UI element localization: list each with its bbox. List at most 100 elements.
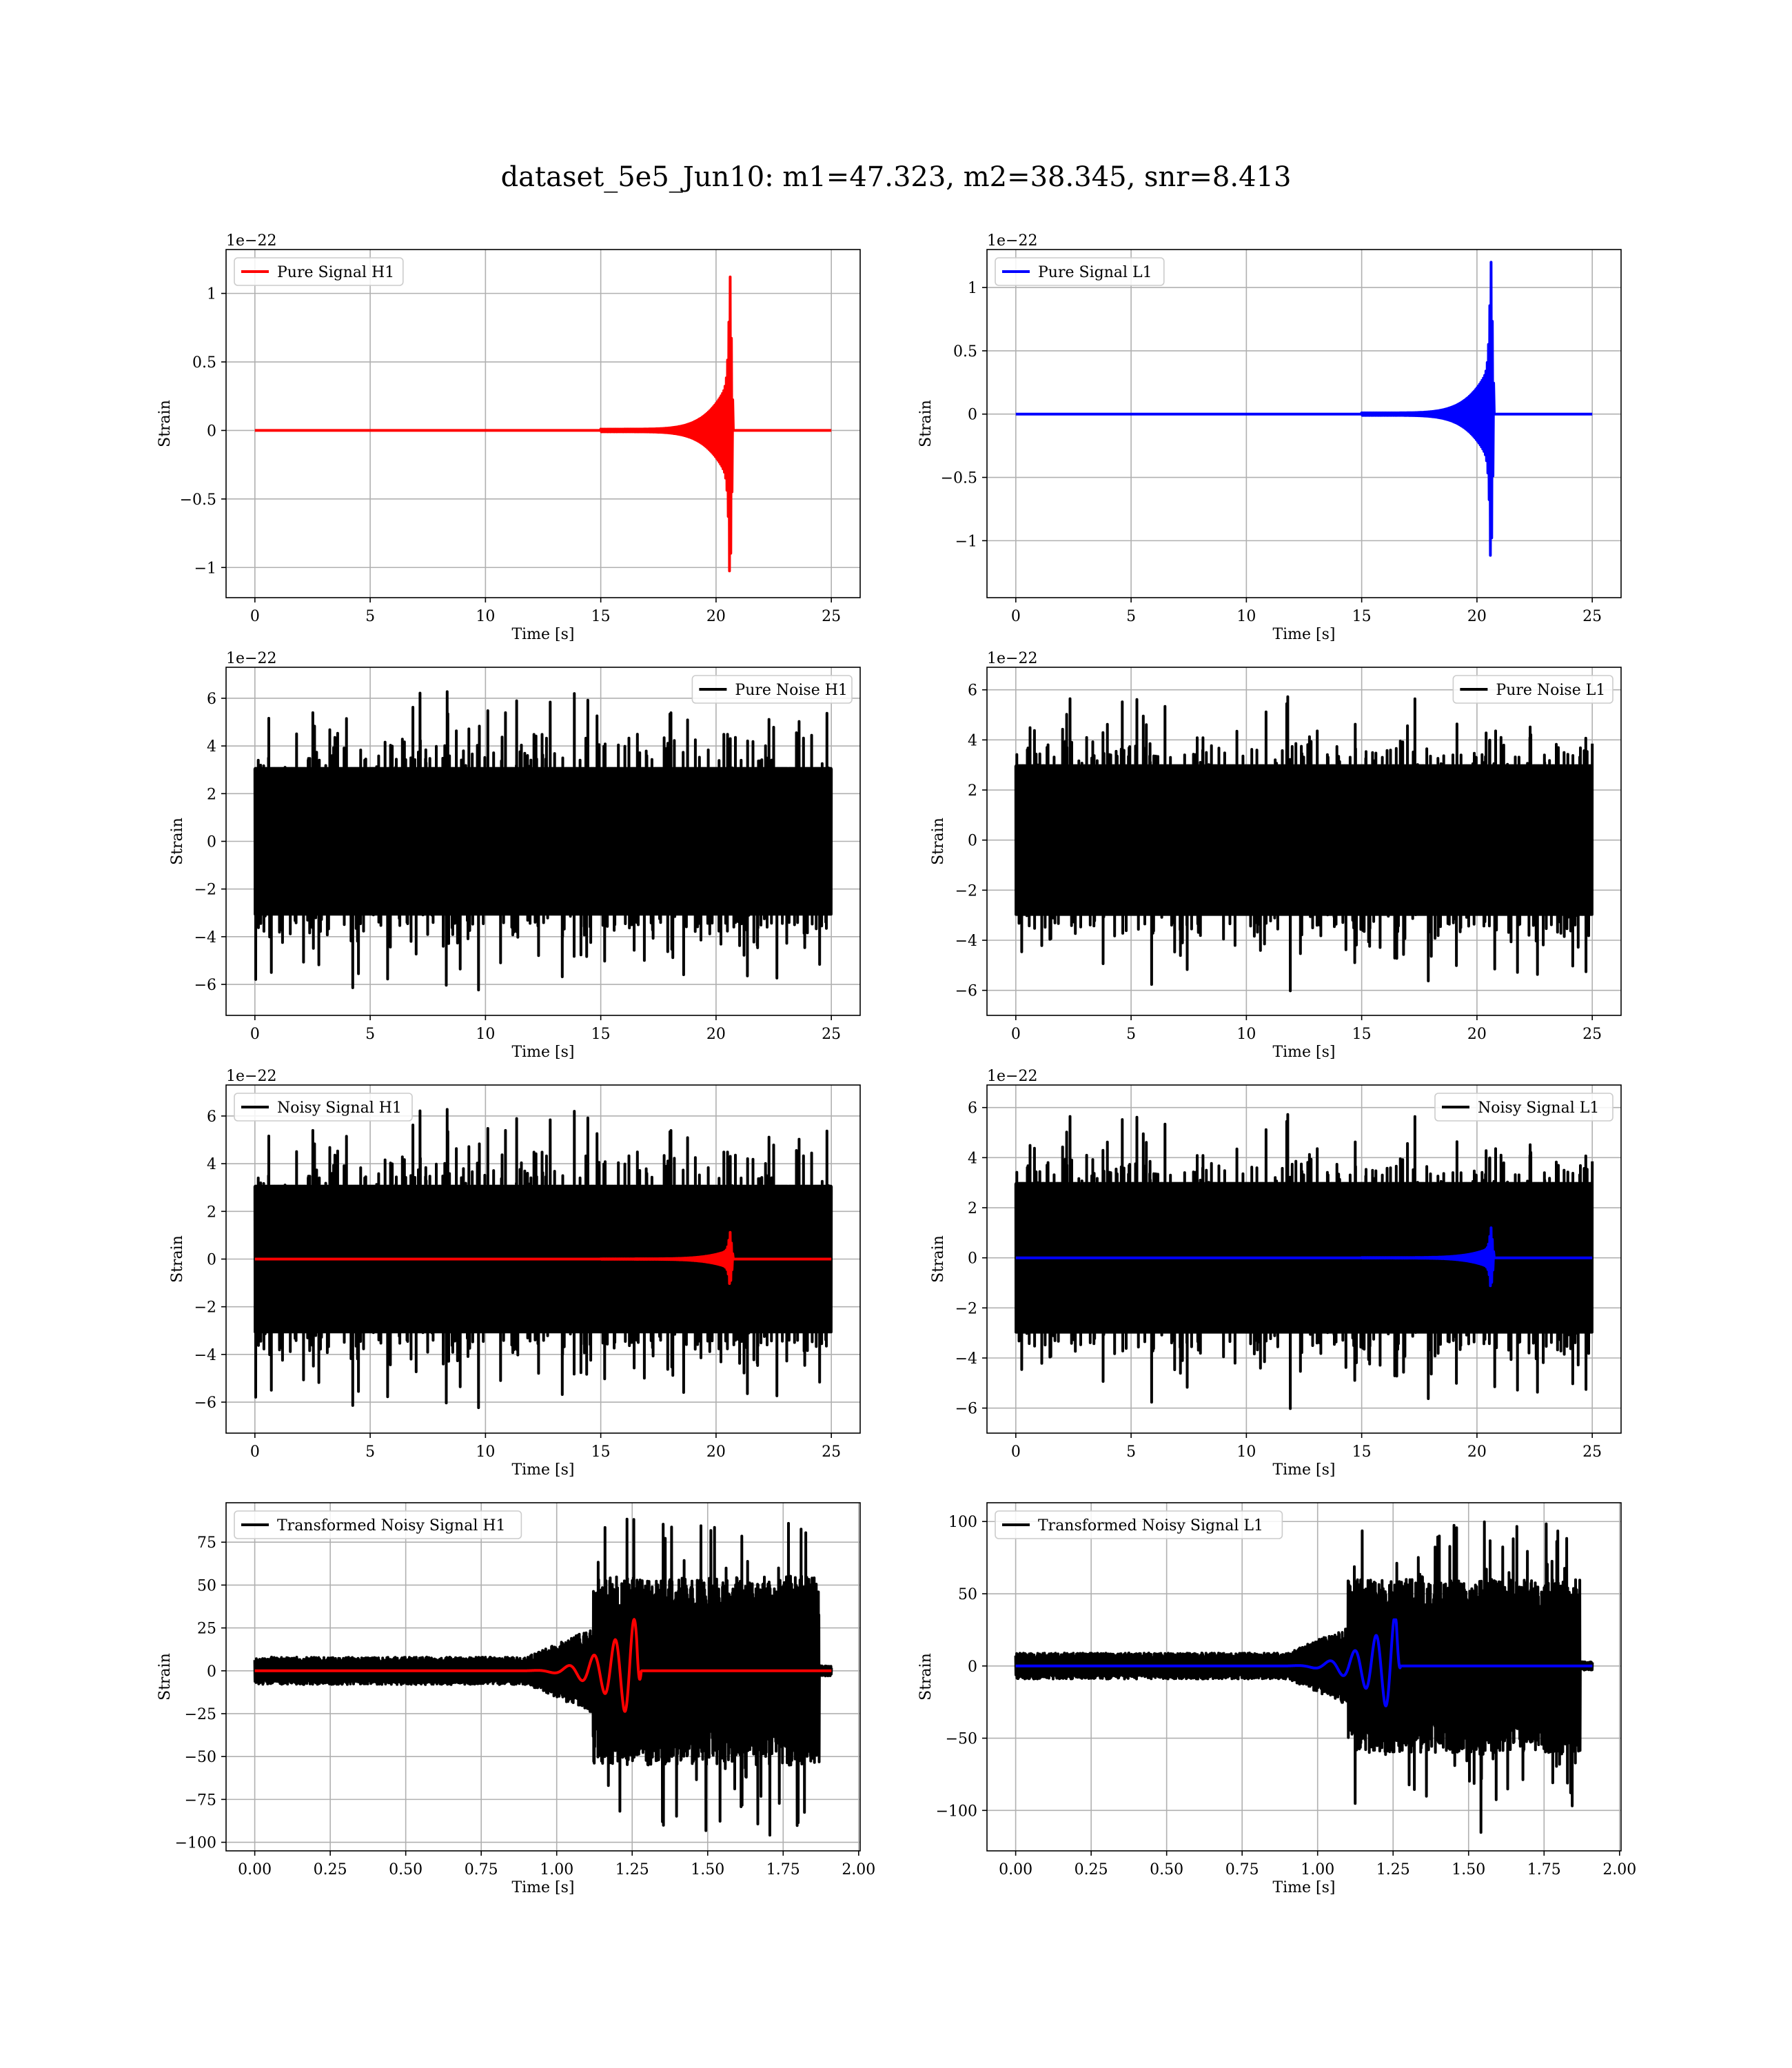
axes-frame bbox=[225, 1502, 861, 1852]
x-tick-label: 10 bbox=[476, 608, 495, 625]
legend-box bbox=[995, 257, 1165, 286]
x-tick-label: 10 bbox=[1236, 1443, 1256, 1461]
y-tick-label: −6 bbox=[194, 1395, 216, 1412]
x-tick-label: 0.75 bbox=[1225, 1861, 1259, 1878]
y-tick-label: −1 bbox=[955, 533, 977, 550]
y-tick-label: 4 bbox=[968, 732, 977, 749]
y-tick-label: −75 bbox=[185, 1792, 216, 1809]
x-tick-label: 15 bbox=[591, 608, 611, 625]
x-tick-label: 5 bbox=[365, 1443, 375, 1461]
x-tick-label: 25 bbox=[822, 1443, 841, 1461]
x-axis-label: Time [s] bbox=[1272, 1879, 1335, 1896]
y-tick-label: −1 bbox=[194, 560, 216, 577]
y-tick-label: −4 bbox=[194, 1347, 216, 1364]
x-tick-label: 0.25 bbox=[1075, 1861, 1108, 1878]
series-line-pure-noise-h1 bbox=[253, 690, 833, 992]
legend-box bbox=[234, 257, 404, 286]
x-tick-label: 0.50 bbox=[1150, 1861, 1183, 1878]
y-tick-label: 6 bbox=[968, 1100, 977, 1117]
x-tick-label: 20 bbox=[1467, 608, 1487, 625]
y-axis-label: Strain bbox=[930, 818, 947, 865]
y-tick-label: 0 bbox=[968, 833, 977, 850]
x-tick-label: 0 bbox=[1011, 1026, 1021, 1043]
axis-offset-text: 1e−22 bbox=[226, 650, 276, 667]
x-tick-label: 15 bbox=[1352, 1026, 1372, 1043]
axis-offset-text: 1e−22 bbox=[987, 650, 1037, 667]
subplot-pure-noise-l1: 0 5 10 15 20 25 −6 −4 −2 0 2 4 6 Time [s] Strain 1e−22 P… bbox=[930, 650, 1622, 1061]
x-axis-label: Time [s] bbox=[511, 1879, 574, 1896]
plot-area bbox=[1014, 1113, 1594, 1410]
x-axis-label: Time [s] bbox=[511, 626, 574, 643]
y-tick-label: 0 bbox=[207, 1252, 216, 1269]
x-axis-label: Time [s] bbox=[1272, 1461, 1335, 1479]
x-tick-label: 20 bbox=[1467, 1026, 1487, 1043]
x-tick-label: 2.00 bbox=[1602, 1861, 1636, 1878]
y-tick-label: −2 bbox=[955, 882, 977, 900]
y-tick-label: −50 bbox=[185, 1749, 216, 1766]
y-tick-label: −2 bbox=[955, 1300, 977, 1317]
legend: Noisy Signal H1 bbox=[234, 1093, 413, 1122]
legend: Pure Noise L1 bbox=[1452, 675, 1613, 704]
y-tick-label: 75 bbox=[197, 1534, 216, 1552]
y-tick-label: 50 bbox=[958, 1586, 977, 1603]
series-line-transformed-noisy-signal-h1-overlay-1 bbox=[254, 1618, 833, 1713]
y-tick-label: 2 bbox=[207, 786, 216, 803]
y-tick-label: 2 bbox=[207, 1204, 216, 1221]
y-axis-label: Strain bbox=[930, 1235, 947, 1283]
y-axis-label: Strain bbox=[917, 400, 935, 447]
legend-box bbox=[234, 1093, 413, 1122]
legend-label: Transformed Noisy Signal L1 bbox=[1038, 1517, 1263, 1534]
y-tick-label: −6 bbox=[955, 1401, 977, 1418]
subplot-pure-signal-h1: 0 5 10 15 20 25 −1 −0.5 0 0.5 1 Time [s] Strain 1e−22… bbox=[156, 232, 861, 643]
y-axis-label: Strain bbox=[156, 1653, 174, 1701]
legend: Noisy Signal L1 bbox=[1434, 1093, 1613, 1122]
plot-area bbox=[1015, 261, 1594, 557]
y-tick-label: −50 bbox=[946, 1731, 977, 1748]
y-tick-label: 0.5 bbox=[192, 354, 216, 372]
plot-area bbox=[253, 1517, 833, 1837]
x-tick-label: 0.00 bbox=[238, 1861, 272, 1878]
x-tick-label: 0.00 bbox=[999, 1861, 1032, 1878]
x-tick-label: 1.25 bbox=[1376, 1861, 1410, 1878]
plot-area bbox=[253, 1108, 833, 1410]
y-axis-label: Strain bbox=[917, 1653, 935, 1701]
x-tick-label: 10 bbox=[1236, 608, 1256, 625]
y-axis-label: Strain bbox=[169, 818, 186, 865]
x-tick-label: 0 bbox=[1011, 1443, 1021, 1461]
x-tick-label: 5 bbox=[1126, 608, 1136, 625]
axis-offset-text: 1e−22 bbox=[226, 232, 276, 250]
subplot-pure-signal-l1: 0 5 10 15 20 25 −1 −0.5 0 0.5 1 Time [s] Strain 1e−22… bbox=[917, 232, 1622, 643]
legend-box bbox=[234, 1510, 522, 1539]
series-line-pure-signal-h1 bbox=[254, 275, 833, 573]
legend-label: Pure Noise H1 bbox=[735, 682, 848, 699]
x-tick-label: 15 bbox=[591, 1026, 611, 1043]
legend: Pure Signal H1 bbox=[234, 257, 404, 286]
y-tick-label: −100 bbox=[175, 1835, 216, 1852]
x-tick-label: 25 bbox=[1582, 1443, 1602, 1461]
legend-label: Noisy Signal L1 bbox=[1478, 1099, 1599, 1117]
y-tick-label: −6 bbox=[955, 983, 977, 1000]
subplot-noisy-signal-l1: 0 5 10 15 20 25 −6 −4 −2 0 2 4 6 Time [s] Strain 1e−22 N… bbox=[930, 1068, 1622, 1479]
x-tick-label: 15 bbox=[1352, 1443, 1372, 1461]
y-tick-label: 4 bbox=[968, 1150, 977, 1167]
x-tick-label: 25 bbox=[1582, 608, 1602, 625]
series-line-noisy-signal-l1-overlay-1 bbox=[1015, 1226, 1594, 1288]
y-tick-label: 6 bbox=[207, 1108, 216, 1126]
x-tick-label: 1.00 bbox=[1301, 1861, 1334, 1878]
y-tick-label: 0.5 bbox=[953, 343, 977, 361]
y-tick-label: 0 bbox=[968, 407, 977, 424]
x-tick-label: 1.25 bbox=[615, 1861, 649, 1878]
axis-offset-text: 1e−22 bbox=[987, 1068, 1037, 1085]
series-line-transformed-noisy-signal-l1-overlay-1 bbox=[1015, 1618, 1594, 1707]
x-axis-label: Time [s] bbox=[511, 1044, 574, 1061]
legend-label: Noisy Signal H1 bbox=[277, 1099, 402, 1117]
x-tick-label: 0 bbox=[250, 1026, 260, 1043]
x-tick-label: 0 bbox=[250, 1443, 260, 1461]
x-axis-label: Time [s] bbox=[1272, 1044, 1335, 1061]
x-tick-label: 2.00 bbox=[842, 1861, 875, 1878]
x-tick-label: 0.25 bbox=[314, 1861, 347, 1878]
legend: Transformed Noisy Signal H1 bbox=[234, 1510, 522, 1539]
axes-frame bbox=[986, 249, 1622, 598]
series-line-noisy-signal-h1-overlay-1 bbox=[254, 1230, 833, 1285]
x-tick-label: 5 bbox=[1126, 1026, 1136, 1043]
